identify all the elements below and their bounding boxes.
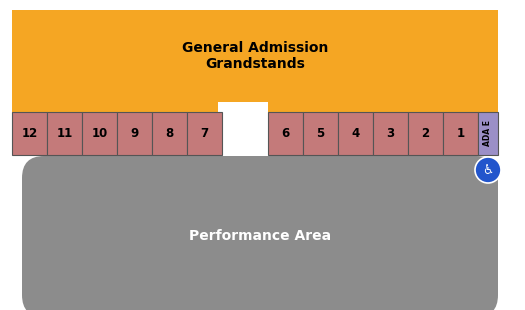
Text: 10: 10 [91,127,108,140]
Text: 3: 3 [386,127,395,140]
Text: 5: 5 [317,127,324,140]
FancyBboxPatch shape [218,102,268,138]
FancyBboxPatch shape [338,112,373,155]
Text: 4: 4 [351,127,360,140]
FancyBboxPatch shape [268,112,303,155]
Text: 6: 6 [281,127,290,140]
FancyBboxPatch shape [187,112,222,155]
Text: 7: 7 [201,127,208,140]
FancyBboxPatch shape [478,112,498,155]
FancyBboxPatch shape [47,112,82,155]
FancyBboxPatch shape [12,10,498,138]
FancyBboxPatch shape [443,112,478,155]
Text: ♿: ♿ [482,163,494,176]
Text: 9: 9 [130,127,139,140]
Text: 2: 2 [422,127,429,140]
Text: 12: 12 [22,127,38,140]
Text: 11: 11 [56,127,72,140]
Circle shape [475,157,501,183]
Text: Performance Area: Performance Area [189,229,331,243]
FancyBboxPatch shape [303,112,338,155]
FancyBboxPatch shape [12,112,47,155]
Text: 1: 1 [456,127,465,140]
FancyBboxPatch shape [82,112,117,155]
FancyBboxPatch shape [373,112,408,155]
FancyBboxPatch shape [117,112,152,155]
Text: 8: 8 [165,127,174,140]
FancyBboxPatch shape [22,156,498,310]
FancyBboxPatch shape [152,112,187,155]
FancyBboxPatch shape [408,112,443,155]
Text: ADA E: ADA E [484,121,492,147]
Text: General Admission
Grandstands: General Admission Grandstands [182,41,328,71]
